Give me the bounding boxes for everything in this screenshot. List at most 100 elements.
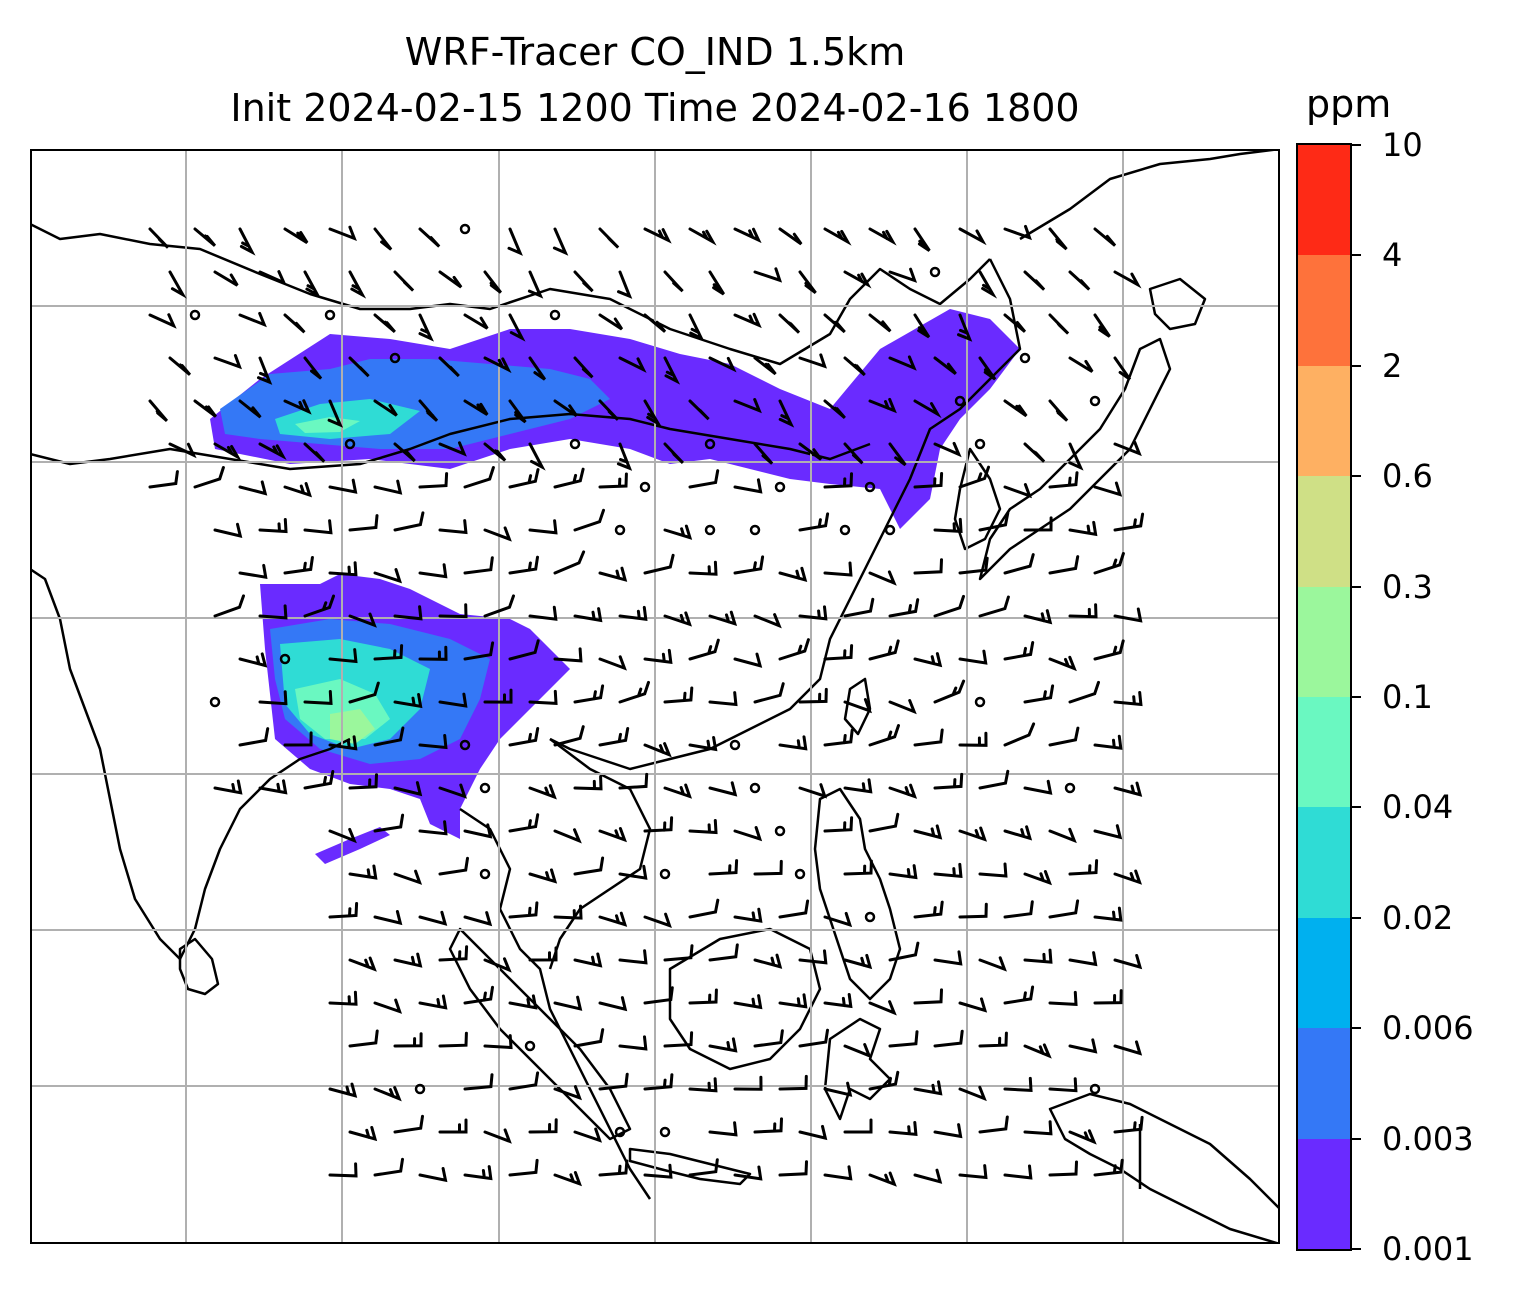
wind-barb <box>733 398 762 414</box>
wind-barb <box>733 994 763 1010</box>
wind-barb <box>1023 270 1046 291</box>
wind-barb <box>823 1081 853 1097</box>
wind-barb <box>618 680 650 704</box>
wind-barb <box>348 1029 379 1048</box>
wind-barb <box>303 356 323 380</box>
colorbar-tick-label: 0.3 <box>1382 567 1433 606</box>
wind-barb <box>958 556 989 575</box>
plume-bay-streak <box>315 827 390 864</box>
wind-barb <box>373 1086 402 1102</box>
wind-barb <box>708 859 739 876</box>
calm-wind-marker <box>929 266 941 278</box>
wind-barb <box>283 399 312 415</box>
wind-barb <box>528 689 558 705</box>
wind-barb <box>843 859 873 876</box>
wind-barb <box>418 994 448 1010</box>
wind-barb <box>1093 552 1125 575</box>
wind-barb <box>213 270 239 287</box>
wind-barb <box>348 356 370 378</box>
wind-barb <box>438 783 467 799</box>
wind-barb <box>528 519 558 535</box>
calm-wind-marker <box>189 309 201 321</box>
wind-barb <box>1068 859 1099 876</box>
wind-barb <box>1003 224 1032 241</box>
wind-barb <box>1023 779 1053 795</box>
wind-barb <box>868 1070 900 1091</box>
wind-barb <box>1113 954 1143 970</box>
calm-wind-marker <box>209 696 221 708</box>
wind-barb <box>618 356 647 373</box>
calm-wind-marker <box>704 438 716 450</box>
wind-barb <box>463 313 489 330</box>
wind-barb <box>1023 1043 1052 1059</box>
map-subtitle: Init 2024-02-15 1200 Time 2024-02-16 180… <box>230 86 1080 130</box>
wind-barb <box>1113 869 1143 885</box>
wind-barb <box>617 270 633 299</box>
wind-barb <box>1023 442 1046 463</box>
wind-barb <box>283 556 314 575</box>
coastline-korea <box>953 447 1002 551</box>
wind-barb <box>552 227 569 256</box>
coastline-india <box>30 567 351 961</box>
wind-barb <box>643 553 675 575</box>
wind-barb <box>778 1074 808 1091</box>
wind-barb <box>508 399 527 424</box>
colorbar-segment <box>1298 1138 1350 1249</box>
wind-barb <box>418 645 448 661</box>
wind-barb <box>328 827 357 844</box>
wind-barb <box>258 779 288 795</box>
colorbar-tick <box>1352 916 1361 919</box>
gridlines <box>30 149 1280 1244</box>
wind-barb <box>616 442 633 471</box>
wind-barb <box>373 568 403 584</box>
wind-barb <box>1093 906 1123 922</box>
wind-barb <box>573 508 605 532</box>
wind-barb <box>463 466 495 489</box>
wind-barb <box>1113 356 1132 381</box>
colorbar-tick <box>1352 1137 1361 1140</box>
calm-wind-marker <box>839 524 851 536</box>
colorbar-segment <box>1298 697 1350 808</box>
calm-wind-marker <box>749 782 761 794</box>
wind-barb <box>978 356 997 381</box>
wind-barb <box>213 594 245 618</box>
calm-wind-marker <box>414 1083 426 1095</box>
wind-barb <box>373 1157 404 1177</box>
wind-barb <box>238 311 267 328</box>
wind-barb <box>373 813 405 833</box>
wind-barb <box>843 953 873 970</box>
wind-barb <box>463 399 489 416</box>
wind-barb <box>958 465 990 489</box>
wind-barb <box>573 775 603 791</box>
wind-barb <box>598 655 627 671</box>
wind-barb <box>1093 734 1123 750</box>
calm-wind-marker <box>749 524 761 536</box>
wind-barb <box>193 466 225 489</box>
coastline-new-guinea <box>1048 1092 1280 1244</box>
colorbar-tick-label: 0.1 <box>1382 678 1433 716</box>
wind-barb <box>1113 270 1142 289</box>
wind-barb <box>663 270 684 293</box>
wind-barb <box>958 997 988 1013</box>
wind-barb <box>1003 399 1028 418</box>
wind-barb <box>933 441 962 458</box>
wind-barb <box>418 472 449 489</box>
colorbar-tick <box>1352 144 1361 146</box>
wind-barb <box>798 270 817 294</box>
wind-barb <box>913 900 944 919</box>
coastline-hokkaido <box>1148 277 1207 331</box>
wind-barb <box>663 1031 694 1048</box>
wind-barb <box>978 270 998 299</box>
wind-barb <box>418 399 439 422</box>
wind-barb <box>213 442 242 461</box>
wind-barb <box>868 570 897 586</box>
wind-barb <box>823 472 853 489</box>
wind-barb <box>733 555 765 575</box>
wind-barb <box>328 561 358 577</box>
colorbar-segment <box>1298 586 1350 697</box>
wind-barb <box>258 270 287 286</box>
wind-barb <box>1023 516 1053 532</box>
wind-barb <box>823 561 853 577</box>
wind-barb <box>1003 553 1035 575</box>
wind-barb <box>508 555 539 575</box>
